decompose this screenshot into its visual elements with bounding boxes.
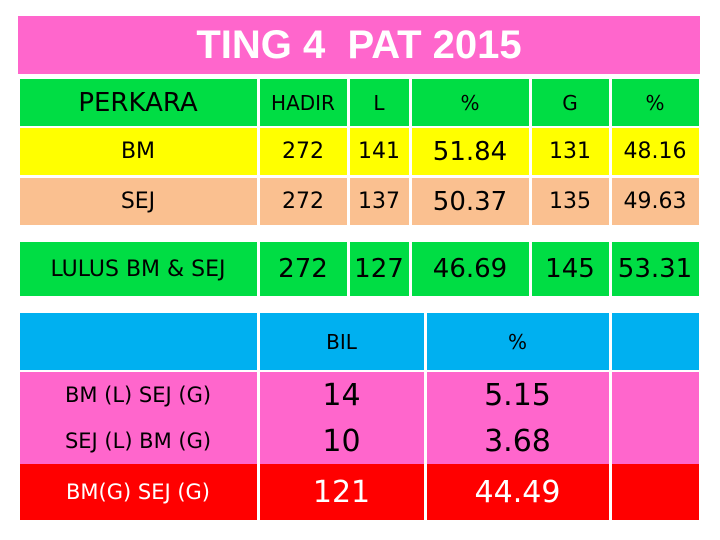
header-cell: % bbox=[426, 313, 609, 370]
value-cell: 131 bbox=[531, 128, 609, 175]
row-label: BM(G) SEJ (G) bbox=[19, 464, 257, 520]
header-cell: G bbox=[531, 79, 609, 126]
empty-cell bbox=[611, 464, 699, 520]
value-cell: 14 bbox=[259, 372, 424, 418]
empty-cell bbox=[611, 418, 699, 464]
header-cell bbox=[19, 313, 257, 370]
row-label: BM bbox=[19, 128, 257, 175]
value-cell: 44.49 bbox=[426, 464, 609, 520]
value-cell: 121 bbox=[259, 464, 424, 520]
row-label: LULUS BM & SEJ bbox=[19, 242, 257, 296]
value-cell: 272 bbox=[259, 242, 347, 296]
value-cell: 51.84 bbox=[411, 128, 529, 175]
value-cell: 135 bbox=[531, 178, 609, 225]
header-cell: % bbox=[411, 79, 529, 126]
header-cell: L bbox=[349, 79, 409, 126]
value-cell: 3.68 bbox=[426, 418, 609, 464]
empty-cell bbox=[611, 372, 699, 418]
header-cell: % bbox=[611, 79, 699, 126]
value-cell: 46.69 bbox=[411, 242, 529, 296]
value-cell: 141 bbox=[349, 128, 409, 175]
row-label: BM (L) SEJ (G) bbox=[19, 372, 257, 418]
value-cell: 127 bbox=[349, 242, 409, 296]
value-cell: 48.16 bbox=[611, 128, 699, 175]
header-cell: HADIR bbox=[259, 79, 347, 126]
value-cell: 272 bbox=[259, 178, 347, 225]
row-label: SEJ bbox=[19, 178, 257, 225]
value-cell: 49.63 bbox=[611, 178, 699, 225]
value-cell: 10 bbox=[259, 418, 424, 464]
value-cell: 53.31 bbox=[611, 242, 699, 296]
header-cell: PERKARA bbox=[19, 79, 257, 126]
row-label: SEJ (L) BM (G) bbox=[19, 418, 257, 464]
value-cell: 5.15 bbox=[426, 372, 609, 418]
title: TING 4 PAT 2015 bbox=[18, 16, 700, 74]
value-cell: 145 bbox=[531, 242, 609, 296]
header-cell bbox=[611, 313, 699, 370]
value-cell: 50.37 bbox=[411, 178, 529, 225]
value-cell: 137 bbox=[349, 178, 409, 225]
header-cell: BIL bbox=[259, 313, 424, 370]
value-cell: 272 bbox=[259, 128, 347, 175]
